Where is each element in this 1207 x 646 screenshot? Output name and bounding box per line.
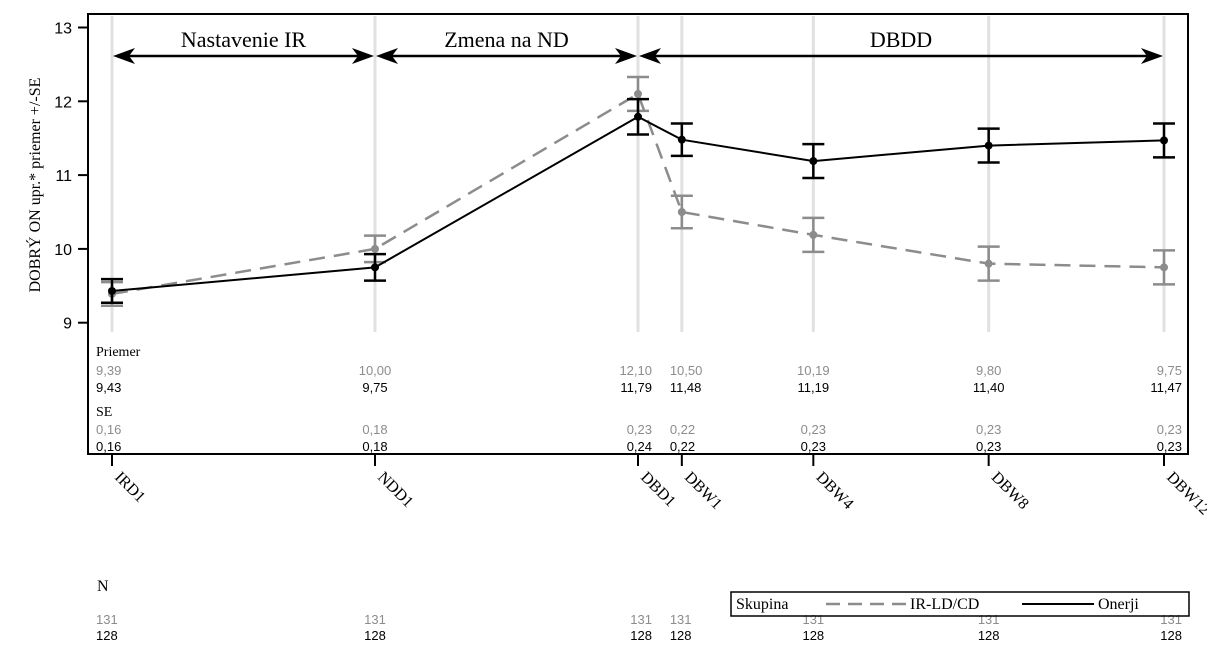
table-se-onerji-dbw4: 0,23 [801,439,826,454]
phase-zmena-na-nd-arrowhead-right [615,48,637,64]
data-point-ir-ld-cd [1160,263,1168,272]
x-tick-label-dbw4: DBW4 [813,469,857,513]
table-se-ir-ld-cd-dbw8: 0,23 [976,422,1001,437]
y-tick-label-12: 12 [54,94,72,111]
table-n-ir-ld-cd-ndd1: 131 [364,612,386,627]
series-layer [101,75,1175,307]
phase-dbdd-arrowhead-right [1141,48,1163,64]
table-n-onerji-dbw1: 128 [670,628,692,643]
legend-box [730,591,1190,617]
table-n-onerji-dbd1: 128 [630,628,652,643]
table-se-onerji-dbw12: 0,23 [1157,439,1182,454]
table-n-ir-ld-cd-dbw12: 131 [1160,612,1182,627]
table-mean-ir-ld-cd-dbd1: 12,10 [619,363,652,378]
table-n-ir-ld-cd-dbw1: 131 [670,612,692,627]
table-mean-onerji-dbw12: 11,47 [1150,380,1182,395]
table-mean-onerji-dbd1: 11,79 [620,380,652,395]
data-point-onerji [809,157,818,166]
phase-arrows: Nastavenie IR Zmena na ND DBDD [113,27,1163,64]
table-se-ir-ld-cd-dbd1: 0,23 [627,422,652,437]
table-mean-onerji-ndd1: 9,75 [362,380,387,395]
table-n-onerji-dbw8: 128 [978,628,1000,643]
grid-layer [110,16,1166,332]
table-n-ir-ld-cd-ird1: 131 [96,612,118,627]
data-point-onerji [371,263,379,272]
y-tick-label-9: 9 [63,316,72,333]
table-n-onerji-ird1: 128 [96,628,118,643]
legend-label-onerji: Onerji [1098,596,1139,613]
phase-zmena-na-nd-arrowhead-left [376,48,398,64]
table-se-ir-ld-cd-dbw4: 0,23 [801,422,826,437]
x-tick-label-dbd1: DBD1 [637,469,679,511]
table-label-mean: Priemer [96,345,141,360]
x-tick-label-dbw1: DBW1 [681,469,725,513]
x-tick-label-ndd1: NDD1 [374,469,416,511]
phase-dbdd-label: DBDD [870,27,932,52]
data-point-onerji [984,141,993,150]
phase-nastavenie-ir-arrowhead-right [352,48,374,64]
x-tick-label-dbw8: DBW8 [988,469,1032,513]
legend: Skupina IR-LD/CD Onerji [730,591,1190,617]
data-point-onerji [1160,136,1168,145]
legend-label-ir-ld-cd: IR-LD/CD [910,596,979,613]
table-se-onerji-dbd1: 0,24 [627,439,652,454]
y-tick-label-11: 11 [55,168,72,185]
table-mean-ir-ld-cd-dbw4: 10,19 [797,363,830,378]
x-tick-label-dbw12: DBW12 [1163,469,1207,519]
x-tick-label-ird1: IRD1 [111,469,148,506]
phase-nastavenie-ir-label: Nastavenie IR [181,27,307,52]
value-table: 9,39 10,00 12,10 10,50 10,19 9,80 9,75 9,43 9,75… [96,363,1182,643]
data-point-onerji [108,286,116,295]
table-se-ir-ld-cd-ird1: 0,16 [96,422,121,437]
table-mean-onerji-ird1: 9,43 [96,380,121,395]
table-label-n: N [97,578,109,595]
table-se-onerji-dbw8: 0,23 [976,439,1001,454]
table-se-ir-ld-cd-dbw1: 0,22 [670,422,695,437]
table-n-ir-ld-cd-dbd1: 131 [630,612,652,627]
table-mean-ir-ld-cd-dbw8: 9,80 [976,363,1001,378]
phase-dbdd-arrowhead-left [639,48,661,64]
data-point-onerji [677,135,686,144]
legend-title: Skupina [736,596,788,613]
data-point-ir-ld-cd [677,208,686,216]
table-se-onerji-dbw1: 0,22 [670,439,695,454]
table-mean-onerji-dbw8: 11,40 [973,380,1005,395]
phase-nastavenie-ir-arrowhead-left [113,48,135,64]
table-mean-ir-ld-cd-dbw1: 10,50 [670,363,703,378]
table-n-ir-ld-cd-dbw4: 131 [802,612,824,627]
y-tick-label-10: 10 [54,242,72,259]
table-mean-ir-ld-cd-ndd1: 10,00 [359,363,392,378]
phase-zmena-na-nd-label: Zmena na ND [444,27,569,52]
y-tick-label-13: 13 [54,21,72,38]
data-point-ir-ld-cd [634,89,642,98]
table-mean-onerji-dbw1: 11,48 [670,380,702,395]
table-se-ir-ld-cd-ndd1: 0,18 [362,422,387,437]
table-mean-ir-ld-cd-dbw12: 9,75 [1157,363,1182,378]
table-n-onerji-dbw4: 128 [802,628,824,643]
data-point-ir-ld-cd [984,259,993,268]
table-n-onerji-dbw12: 128 [1160,628,1182,643]
table-se-ir-ld-cd-dbw12: 0,23 [1157,422,1182,437]
table-mean-ir-ld-cd-ird1: 9,39 [96,363,121,378]
table-n-ir-ld-cd-dbw8: 131 [978,612,1000,627]
data-point-ir-ld-cd [809,230,818,239]
table-n-onerji-ndd1: 128 [364,628,386,643]
table-se-onerji-ndd1: 0,18 [362,439,387,454]
table-se-onerji-ird1: 0,16 [96,439,121,454]
data-point-ir-ld-cd [371,244,379,253]
table-label-se: SE [96,405,112,420]
y-axis-label: DOBRÝ ON upr.* priemer +/-SE [25,78,44,293]
data-point-onerji [634,112,642,121]
table-mean-onerji-dbw4: 11,19 [798,380,830,395]
